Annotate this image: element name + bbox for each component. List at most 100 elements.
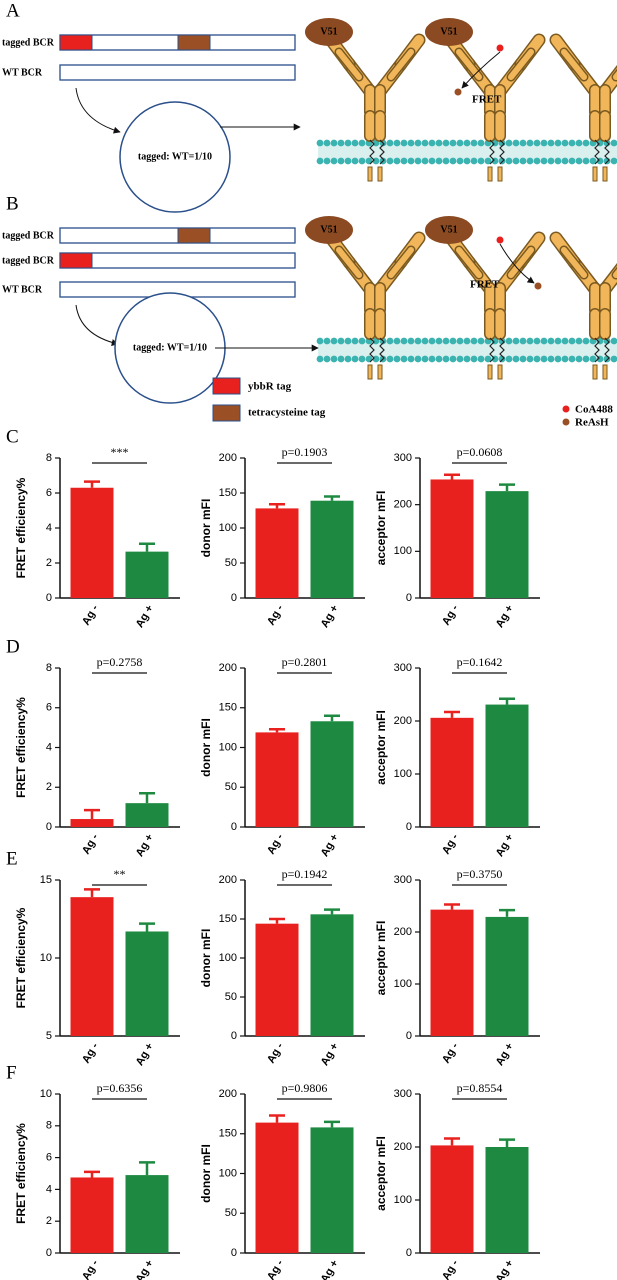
lipid-head bbox=[414, 337, 422, 345]
y-tick-label: 50 bbox=[225, 991, 237, 1003]
lipid-head bbox=[421, 139, 429, 147]
lipid-head bbox=[470, 337, 478, 345]
lipid-head bbox=[547, 139, 555, 147]
lipid-head bbox=[456, 355, 464, 363]
x-tick-label: Ag + bbox=[319, 832, 341, 859]
y-tick-label: 0 bbox=[46, 821, 52, 833]
y-tick-label: 2 bbox=[46, 781, 52, 793]
coa488-dot bbox=[496, 236, 504, 244]
error-bar bbox=[499, 908, 515, 917]
cytoplasmic-tail bbox=[592, 166, 598, 182]
significance-label: p=0.0608 bbox=[457, 445, 503, 459]
lipid-head bbox=[484, 157, 492, 165]
y-tick-label: 4 bbox=[46, 741, 52, 753]
cytoplasmic-tail bbox=[487, 166, 493, 182]
bar bbox=[125, 803, 169, 827]
error-bar bbox=[324, 495, 340, 501]
tc-tag bbox=[177, 34, 211, 51]
lipid-head bbox=[316, 355, 324, 363]
ybbr-tag bbox=[59, 34, 93, 51]
y-tick-label: 8 bbox=[46, 1120, 52, 1132]
reash-dot bbox=[454, 88, 462, 96]
cytoplasmic-tail bbox=[487, 364, 493, 380]
arrow bbox=[75, 304, 119, 346]
lipid-head bbox=[463, 157, 471, 165]
ratio-label: tagged: WT=1/10 bbox=[138, 151, 212, 162]
error-bar bbox=[139, 1161, 155, 1176]
dye-dot bbox=[562, 418, 570, 426]
y-axis-label: FRET efficiency% bbox=[14, 907, 28, 1008]
error-bar bbox=[269, 502, 285, 509]
lipid-head bbox=[435, 157, 443, 165]
transmembrane-helix bbox=[594, 139, 600, 165]
lipid-head bbox=[435, 355, 443, 363]
lipid-head bbox=[526, 355, 534, 363]
lipid-head bbox=[561, 139, 569, 147]
lipid-head bbox=[400, 355, 408, 363]
lipid-head bbox=[414, 139, 422, 147]
y-tick-label: 200 bbox=[219, 662, 237, 674]
lipid-head bbox=[512, 337, 520, 345]
lipid-head bbox=[589, 355, 597, 363]
transmembrane-helix bbox=[594, 337, 600, 363]
lipid-head bbox=[393, 355, 401, 363]
antibody-domain bbox=[336, 247, 362, 278]
y-axis-label: FRET efficiency% bbox=[14, 1123, 28, 1224]
lipid-head bbox=[449, 355, 457, 363]
significance-label: p=0.6356 bbox=[97, 1081, 143, 1095]
error-bar bbox=[324, 908, 340, 915]
lipid-head bbox=[421, 157, 429, 165]
y-tick-label: 5 bbox=[46, 1030, 52, 1042]
x-tick-label: Ag + bbox=[134, 832, 156, 859]
lipid-head bbox=[351, 139, 359, 147]
fret-label: FRET bbox=[472, 94, 502, 106]
antigen-label: V51 bbox=[320, 26, 337, 37]
transmembrane-helix bbox=[499, 337, 505, 363]
y-tick-label: 150 bbox=[219, 702, 237, 714]
y-tick-label: 100 bbox=[219, 741, 237, 753]
y-tick-label: 200 bbox=[394, 499, 412, 511]
lipid-head bbox=[344, 337, 352, 345]
x-tick-label: Ag + bbox=[319, 1258, 341, 1280]
lipid-head bbox=[428, 157, 436, 165]
x-tick-label: Ag - bbox=[265, 603, 286, 628]
lipid-head bbox=[358, 355, 366, 363]
y-tick-label: 0 bbox=[231, 592, 237, 604]
antibody-domain bbox=[561, 247, 587, 278]
lipid-head bbox=[470, 355, 478, 363]
panel-label: D bbox=[6, 636, 20, 657]
lipid-head bbox=[463, 337, 471, 345]
lipid-head bbox=[519, 139, 527, 147]
error-bar bbox=[324, 1120, 340, 1128]
y-tick-label: 6 bbox=[46, 487, 52, 499]
lipid-head bbox=[505, 355, 513, 363]
lipid-head bbox=[393, 157, 401, 165]
antigen-label: V51 bbox=[320, 224, 337, 235]
lipid-head bbox=[547, 355, 555, 363]
bar bbox=[485, 916, 529, 1036]
x-tick-label: Ag - bbox=[265, 832, 286, 857]
y-tick-label: 100 bbox=[394, 768, 412, 780]
significance-label: p=0.1903 bbox=[282, 445, 328, 459]
lipid-head bbox=[414, 355, 422, 363]
antibody-domain bbox=[561, 49, 587, 80]
y-axis-label: acceptor mFI bbox=[374, 710, 388, 785]
lipid-head bbox=[575, 157, 583, 165]
antigen-label: V51 bbox=[440, 224, 457, 235]
error-bar bbox=[84, 888, 100, 898]
lipid-head bbox=[568, 139, 576, 147]
error-bar bbox=[444, 903, 460, 910]
tc-tag bbox=[177, 227, 211, 244]
lipid-head bbox=[505, 139, 513, 147]
y-tick-label: 50 bbox=[225, 557, 237, 569]
error-bar bbox=[499, 697, 515, 705]
cytoplasmic-tail bbox=[497, 166, 503, 182]
lipid-head bbox=[540, 355, 548, 363]
lipid-head bbox=[393, 139, 401, 147]
lipid-head bbox=[337, 157, 345, 165]
bar bbox=[255, 508, 299, 598]
diagram-layer: V51V51V51V51V51V51 bbox=[305, 18, 617, 380]
transmembrane-helix bbox=[604, 139, 610, 165]
bar bbox=[485, 491, 529, 598]
y-tick-label: 4 bbox=[46, 1183, 52, 1195]
